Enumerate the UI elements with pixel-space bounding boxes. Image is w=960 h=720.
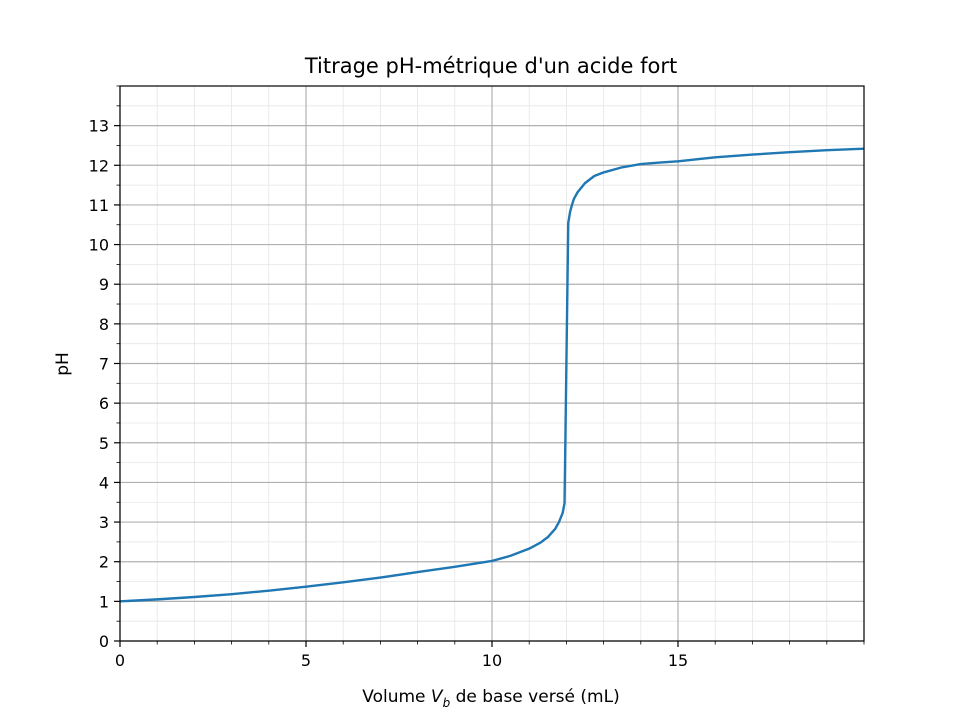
x-tick-label: 0: [115, 651, 125, 670]
x-tick-label: 10: [482, 651, 502, 670]
x-tick-label: 15: [668, 651, 688, 670]
y-tick-label: 7: [99, 355, 109, 374]
y-tick-label: 10: [89, 236, 109, 255]
y-tick-label: 1: [99, 592, 109, 611]
y-tick-label: 0: [99, 632, 109, 651]
series-layer: [119, 147, 865, 603]
x-axis-title: Volume Vb de base versé (mL): [362, 687, 619, 710]
x-axis-title-subscript: b: [443, 696, 451, 710]
series-line-ph-curve: [119, 147, 865, 603]
y-axis-title: pH: [53, 352, 73, 376]
y-tick-label: 6: [99, 394, 109, 413]
y-tick-label: 3: [99, 513, 109, 532]
y-tick-label: 5: [99, 434, 109, 453]
x-axis-title-suffix: de base versé (mL): [450, 687, 620, 707]
x-axis-title-variable: V: [431, 687, 444, 707]
y-tick-label: 2: [99, 553, 109, 572]
y-tick-label: 8: [99, 315, 109, 334]
y-tick-label: 12: [89, 156, 109, 175]
y-tick-label: 4: [99, 473, 109, 492]
chart-title: Titrage pH-métrique d'un acide fort: [304, 54, 677, 78]
y-tick-label: 9: [99, 275, 109, 294]
major-grid: [119, 86, 864, 642]
y-tick-label: 11: [89, 196, 109, 215]
x-tick-label: 5: [301, 651, 311, 670]
x-axis-title-prefix: Volume: [362, 687, 431, 707]
y-tick-label: 13: [89, 117, 109, 136]
